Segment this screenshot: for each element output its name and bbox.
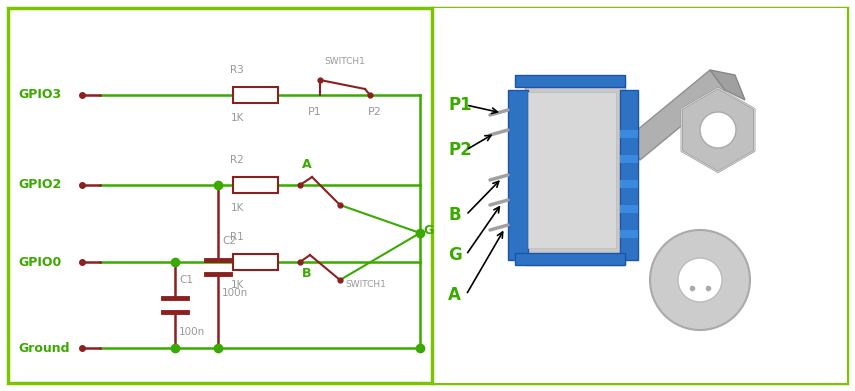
Bar [620, 180, 638, 188]
Text: G: G [423, 224, 433, 237]
Text: P1: P1 [308, 107, 321, 117]
Text: GPIO0: GPIO0 [18, 255, 62, 269]
Text: 1K: 1K [230, 113, 244, 123]
Bar [528, 92, 616, 248]
Polygon shape [625, 70, 725, 160]
Text: C2: C2 [222, 237, 236, 246]
Text: P2: P2 [368, 107, 382, 117]
Bar [620, 230, 638, 238]
Text: 1K: 1K [230, 203, 244, 213]
Bar [515, 75, 625, 87]
Text: SWITCH1: SWITCH1 [345, 280, 386, 289]
Text: Ground: Ground [18, 341, 69, 355]
Text: R2: R2 [230, 155, 244, 165]
Text: SWITCH1: SWITCH1 [325, 57, 365, 66]
Bar [233, 87, 278, 103]
Text: 100n: 100n [222, 289, 248, 298]
Text: P2: P2 [448, 141, 472, 159]
Text: A: A [302, 158, 311, 171]
Bar [620, 205, 638, 213]
Text: G: G [448, 246, 462, 264]
Bar [233, 177, 278, 193]
Text: R3: R3 [230, 65, 244, 75]
Polygon shape [710, 70, 745, 100]
Bar [620, 90, 638, 260]
Bar [508, 90, 528, 260]
Bar [233, 254, 278, 270]
Text: B: B [302, 267, 311, 280]
Bar [515, 253, 625, 265]
Bar [620, 155, 638, 163]
Text: C1: C1 [179, 275, 193, 285]
Polygon shape [681, 88, 754, 172]
Text: A: A [448, 286, 461, 304]
Text: B: B [448, 206, 461, 224]
Circle shape [650, 230, 750, 330]
Polygon shape [525, 80, 625, 265]
Text: 1K: 1K [230, 280, 244, 290]
Bar [432, 8, 847, 383]
Bar [620, 130, 638, 138]
Circle shape [678, 258, 722, 302]
Text: GPIO2: GPIO2 [18, 179, 62, 192]
Text: 100n: 100n [179, 327, 205, 337]
Text: GPIO3: GPIO3 [18, 88, 61, 102]
Text: P1: P1 [448, 96, 472, 114]
Text: R1: R1 [230, 232, 244, 242]
Circle shape [700, 112, 736, 148]
